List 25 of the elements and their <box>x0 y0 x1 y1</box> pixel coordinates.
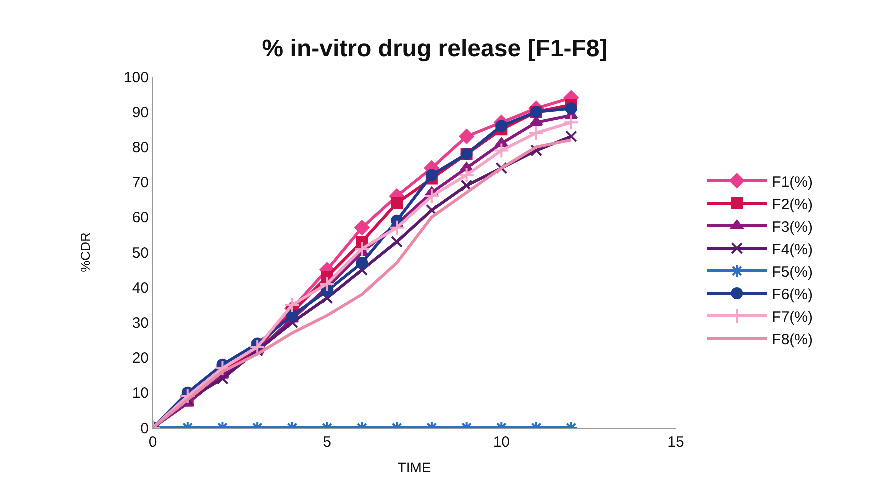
y-tick-label: 100 <box>124 69 149 86</box>
y-tick-label: 90 <box>132 104 149 122</box>
y-tick-label: 30 <box>132 314 149 332</box>
y-tick-label: 20 <box>132 350 149 368</box>
legend-label: F4(%) <box>772 241 813 258</box>
x-tick-label: 15 <box>668 434 684 451</box>
y-tick-label: 80 <box>132 139 149 156</box>
y-tick-label: 50 <box>132 244 149 262</box>
legend-label: F5(%) <box>772 264 813 281</box>
y-tick-label: 60 <box>132 210 149 227</box>
legend-label: F3(%) <box>772 218 813 236</box>
legend-label: F2(%) <box>772 196 813 214</box>
x-tick-label: 10 <box>493 434 510 451</box>
legend-label: F6(%) <box>772 286 813 304</box>
y-tick-label: 10 <box>132 385 149 402</box>
legend-label: F1(%) <box>772 174 813 191</box>
x-tick-label: 5 <box>323 434 332 451</box>
chart-title: % in-vitro drug release [F1-F8] <box>262 36 608 63</box>
y-axis-title: %CDR <box>78 232 93 272</box>
y-tick-label: 70 <box>132 174 149 192</box>
x-axis-title: TIME <box>398 459 432 476</box>
legend-label: F8(%) <box>772 331 813 348</box>
y-tick-label: 0 <box>140 420 149 438</box>
legend-label: F7(%) <box>772 308 813 326</box>
y-tick-label: 40 <box>132 280 149 297</box>
